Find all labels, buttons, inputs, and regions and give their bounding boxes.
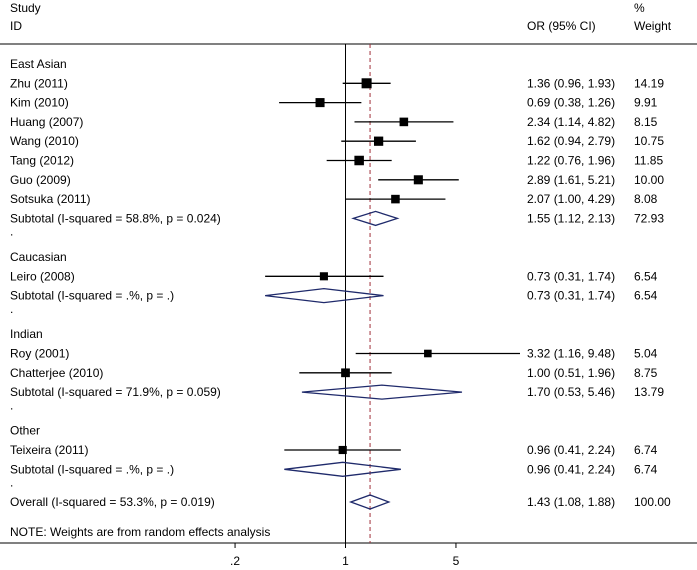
subtotal-diamond [265, 287, 384, 304]
study-label: Wang (2010) [10, 134, 79, 148]
group-label: East Asian [10, 57, 67, 71]
subtotal-label: Subtotal (I-squared = .%, p = .) [10, 462, 174, 476]
study-label: Huang (2007) [10, 115, 83, 129]
study-or-ci: 0.96 (0.41, 2.24) [527, 443, 615, 457]
effect-square [373, 136, 384, 146]
effect-square [354, 155, 364, 166]
subtotal-weight: 13.79 [634, 385, 664, 399]
weights-note: NOTE: Weights are from random effects an… [10, 525, 270, 539]
subtotal-or-ci: 1.70 (0.53, 5.46) [527, 385, 615, 399]
study-weight: 10.75 [634, 134, 664, 148]
spacer-dot: . [10, 398, 13, 412]
effect-square [361, 78, 372, 89]
study-label: Chatterjee (2010) [10, 366, 103, 380]
effect-square [424, 349, 432, 358]
overall-label: Overall (I-squared = 53.3%, p = 0.019) [10, 495, 215, 509]
study-label: Roy (2001) [10, 347, 69, 361]
study-or-ci: 2.89 (1.61, 5.21) [527, 173, 615, 187]
spacer-dot: . [10, 225, 13, 239]
study-or-ci: 1.36 (0.96, 1.93) [527, 76, 615, 90]
study-label: Tang (2012) [10, 154, 74, 168]
group-label: Caucasian [10, 250, 67, 264]
study-weight: 11.85 [634, 154, 663, 168]
header-weight: Weight [634, 19, 672, 33]
study-weight: 8.15 [634, 115, 658, 129]
effect-square [338, 445, 347, 455]
study-or-ci: 3.32 (1.16, 9.48) [527, 347, 615, 361]
study-weight: 9.91 [634, 96, 658, 110]
study-or-ci: 1.00 (0.51, 1.96) [527, 366, 615, 380]
subtotal-diamond [351, 210, 400, 227]
spacer-dot: . [10, 302, 13, 316]
x-tick-label: 1 [342, 554, 349, 568]
header-or: OR (95% CI) [527, 19, 596, 33]
study-or-ci: 1.22 (0.76, 1.96) [527, 154, 615, 168]
study-or-ci: 0.73 (0.31, 1.74) [527, 269, 615, 283]
rows-layer: East Asian Zhu (2011) 1.36 (0.96, 1.93) 14.… [10, 44, 671, 568]
study-weight: 14.19 [634, 76, 664, 90]
subtotal-or-ci: 0.96 (0.41, 2.24) [527, 462, 615, 476]
effect-square [391, 194, 400, 204]
effect-square [399, 117, 409, 127]
study-label: Teixeira (2011) [10, 443, 88, 457]
study-weight: 8.75 [634, 366, 658, 380]
study-weight: 5.04 [634, 347, 658, 361]
study-or-ci: 1.62 (0.94, 2.79) [527, 134, 615, 148]
x-tick-label: .2 [230, 554, 240, 568]
study-weight: 8.08 [634, 192, 658, 206]
subtotal-weight: 6.54 [634, 289, 658, 303]
effect-square [341, 368, 350, 378]
subtotal-weight: 6.74 [634, 462, 658, 476]
study-label: Kim (2010) [10, 96, 69, 110]
overall-weight: 100.00 [634, 495, 671, 509]
subtotal-diamond [284, 461, 401, 477]
study-weight: 10.00 [634, 173, 664, 187]
subtotal-label: Subtotal (I-squared = 58.8%, p = 0.024) [10, 211, 221, 225]
header-weight-percent: % [634, 1, 645, 15]
overall-diamond [348, 494, 391, 510]
effect-square [315, 98, 325, 108]
effect-square [319, 272, 328, 281]
subtotal-label: Subtotal (I-squared = 71.9%, p = 0.059) [10, 385, 221, 399]
overall-or-ci: 1.43 (1.08, 1.88) [527, 495, 615, 509]
subtotal-label: Subtotal (I-squared = .%, p = .) [10, 289, 174, 303]
effect-square [413, 175, 423, 185]
study-or-ci: 2.07 (1.00, 4.29) [527, 192, 615, 206]
study-label: Guo (2009) [10, 173, 71, 187]
subtotal-or-ci: 0.73 (0.31, 1.74) [527, 289, 615, 303]
spacer-dot: . [10, 476, 13, 490]
group-label: Indian [10, 327, 43, 341]
header-id: ID [10, 19, 22, 33]
subtotal-diamond [301, 384, 463, 400]
study-weight: 6.74 [634, 443, 658, 457]
study-label: Sotsuka (2011) [10, 192, 91, 206]
header-study: Study [10, 1, 41, 15]
study-or-ci: 2.34 (1.14, 4.82) [527, 115, 615, 129]
study-label: Zhu (2011) [10, 76, 68, 90]
study-label: Leiro (2008) [10, 269, 75, 283]
subtotal-or-ci: 1.55 (1.12, 2.13) [527, 211, 615, 225]
subtotal-weight: 72.93 [634, 211, 664, 225]
x-tick-label: 5 [453, 554, 460, 568]
group-label: Other [10, 424, 40, 438]
study-or-ci: 0.69 (0.38, 1.26) [527, 96, 615, 110]
study-weight: 6.54 [634, 269, 658, 283]
